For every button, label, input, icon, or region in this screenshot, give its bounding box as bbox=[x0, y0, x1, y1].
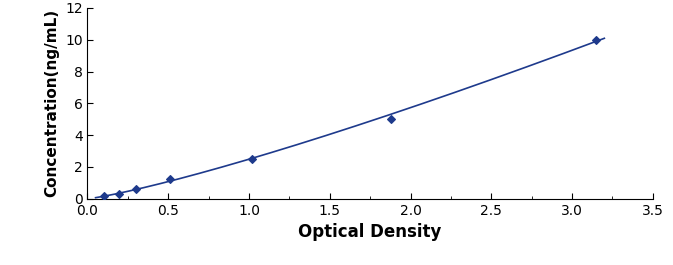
X-axis label: Optical Density: Optical Density bbox=[298, 223, 442, 241]
Y-axis label: Concentration(ng/mL): Concentration(ng/mL) bbox=[44, 9, 59, 197]
